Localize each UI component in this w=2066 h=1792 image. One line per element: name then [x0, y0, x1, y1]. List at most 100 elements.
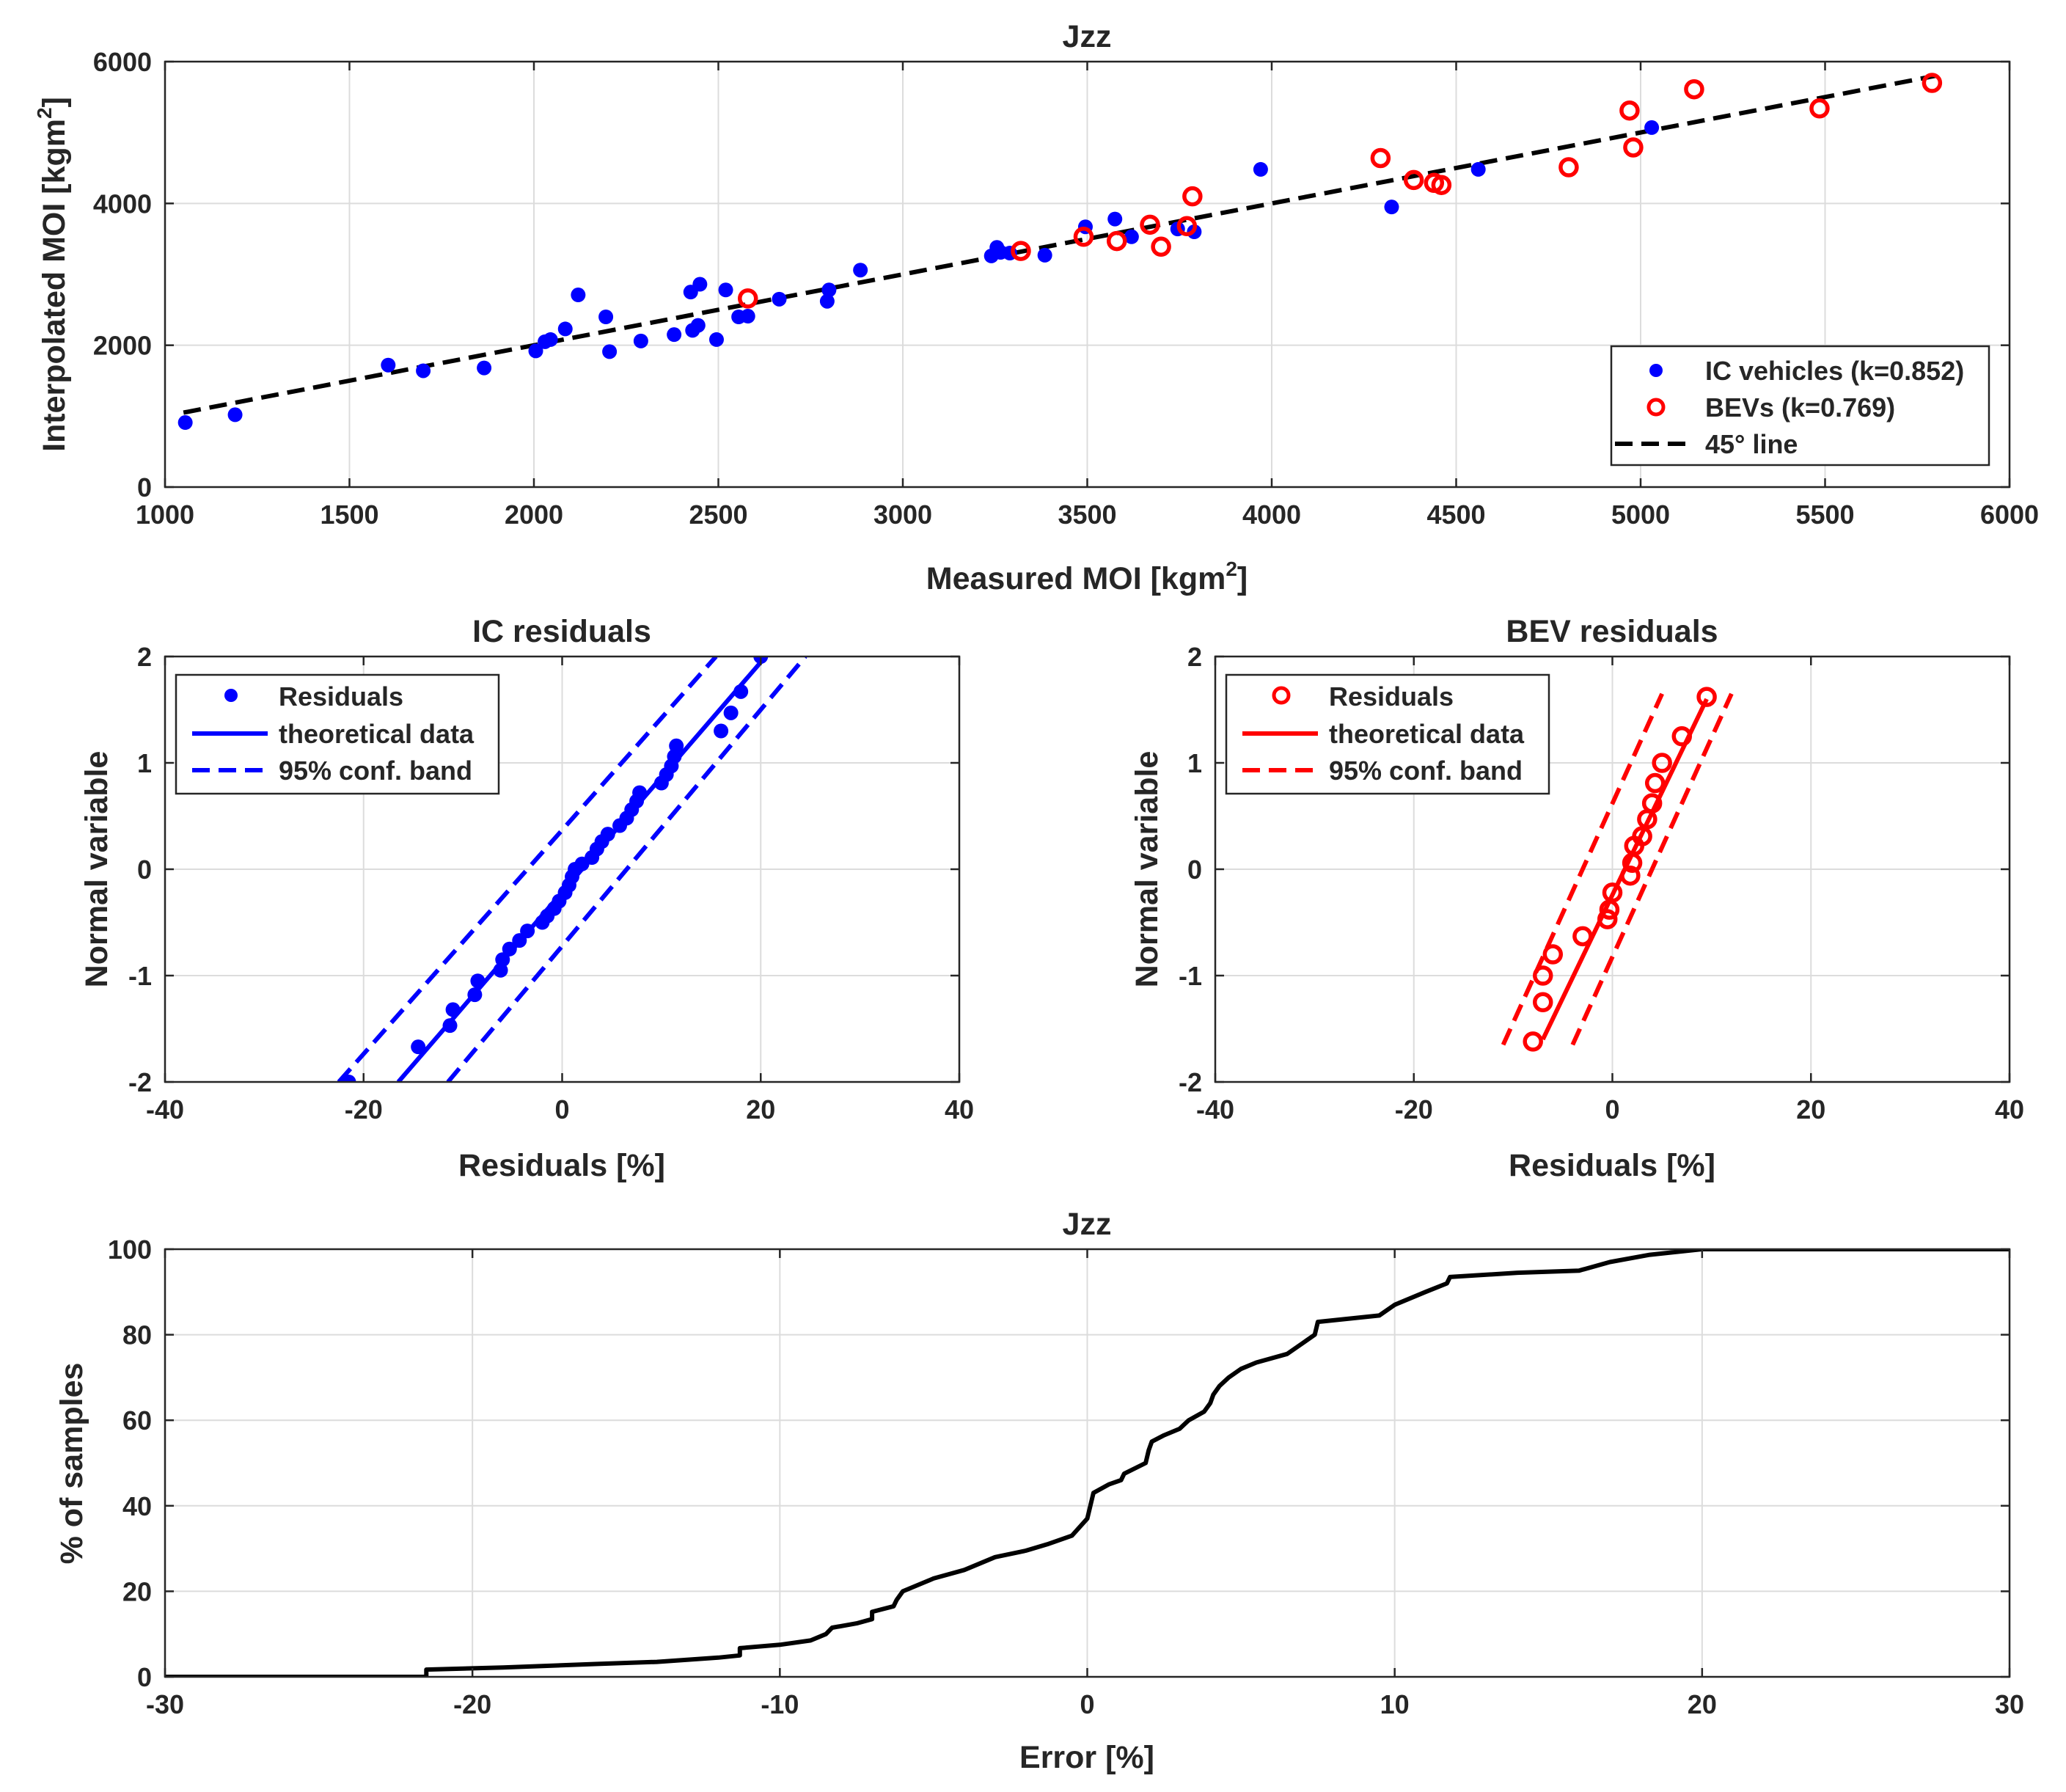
jzz-scatter-data-point [416, 363, 431, 378]
jzz-cdf-x-tick-label: -20 [453, 1689, 491, 1719]
bev-residuals-title: BEV residuals [1506, 614, 1718, 649]
jzz-scatter-data-point [1182, 186, 1203, 207]
bev-residuals-x-axis-label: Residuals [%] [1509, 1148, 1715, 1183]
jzz-scatter-data-point [819, 293, 835, 309]
jzz-scatter-data-point [381, 357, 396, 373]
bev-residuals-x-tick-label: 40 [1995, 1094, 2024, 1124]
jzz-scatter-data-point [1140, 214, 1160, 235]
ic-legend-residuals-label: Residuals [279, 681, 403, 712]
ic-residuals-data-point [445, 1002, 461, 1017]
bev-residuals-series-line [1501, 692, 1664, 1046]
jzz-cdf-x-tick-label: 20 [1688, 1689, 1717, 1719]
ic-legend-residuals-marker [224, 689, 238, 702]
jzz-cdf-y-tick-label: 0 [137, 1662, 152, 1692]
legend-ic-vehicles-marker [1649, 364, 1663, 377]
jzz-scatter-data-point [1370, 147, 1391, 169]
bev-residuals-x-tick-label: 20 [1796, 1094, 1825, 1124]
legend-45-line-label: 45° line [1705, 429, 1798, 459]
bev-residuals-data-point [1532, 992, 1553, 1012]
jzz-scatter-data-point [772, 291, 787, 307]
ic-residuals-data-point [632, 785, 648, 800]
bev-residuals-ticks: -40 -20 0 20 40 -2 -1 0 1 2 [1179, 642, 2024, 1124]
legend-bevs-marker [1646, 398, 1666, 417]
jzz-cdf-ticks: -30 -20 -10 0 10 20 30 0 20 40 60 80 100 [108, 1235, 2024, 1719]
jzz-scatter-data-point [1403, 169, 1424, 191]
bev-residuals-y-tick-label: -1 [1179, 961, 1202, 991]
bev-residuals-data-point [1532, 965, 1553, 986]
jzz-scatter-y-tick-label: 0 [137, 472, 152, 502]
bev-residuals-data-point [1572, 926, 1593, 947]
ic-residuals-x-axis-label: Residuals [%] [458, 1148, 665, 1183]
jzz-scatter-data-point [1037, 247, 1052, 263]
jzz-scatter-data-point [1644, 120, 1660, 135]
jzz-scatter-x-tick-label: 5500 [1795, 500, 1854, 530]
jzz-scatter-data-point [1431, 175, 1452, 195]
ic-legend-confband-label: 95% conf. band [279, 756, 472, 786]
jzz-cdf-y-tick-label: 100 [108, 1235, 152, 1265]
bev-residuals-y-tick-label: 1 [1187, 748, 1202, 778]
ic-residuals-data-point [669, 738, 684, 753]
jzz-scatter-y-tick-label: 6000 [93, 47, 152, 77]
jzz-scatter-data-point [528, 343, 543, 359]
ic-residuals-data [337, 657, 807, 1082]
jzz-scatter-data-point [821, 282, 837, 298]
bev-legend-residuals-marker [1272, 686, 1291, 705]
bev-residuals-x-tick-label: 0 [1605, 1094, 1619, 1124]
jzz-scatter-data-point [598, 310, 614, 324]
bev-legend-confband-label: 95% conf. band [1329, 756, 1523, 786]
jzz-scatter-y-tick-label: 2000 [93, 331, 152, 361]
ic-residuals-data-point [470, 973, 486, 989]
jzz-scatter-y-axis-label: Interpolated MOI [kgm2] [33, 97, 72, 452]
jzz-scatter-series-line [183, 73, 1936, 415]
jzz-scatter-data-point [740, 309, 755, 324]
ic-residuals-data-point [442, 1018, 458, 1034]
bev-residuals-y-axis-label: Normal variable [1129, 751, 1165, 988]
bev-legend-theoretical-label: theoretical data [1329, 719, 1525, 749]
bev-residuals-x-tick-label: -40 [1196, 1094, 1234, 1124]
jzz-cdf-x-axis-label: Error [%] [1019, 1740, 1154, 1775]
jzz-scatter-data-point [1558, 157, 1579, 178]
bev-legend-residuals-label: Residuals [1329, 681, 1454, 712]
ic-residuals-x-tick-label: 0 [554, 1094, 569, 1124]
legend-bevs-label: BEVs (k=0.769) [1705, 392, 1895, 423]
jzz-scatter-data-point [1011, 241, 1031, 261]
ic-residuals-y-tick-label: -1 [128, 961, 152, 991]
jzz-scatter-data-point [177, 415, 193, 431]
jzz-scatter-x-axis-label: Measured MOI [kgm2] [926, 557, 1248, 596]
jzz-scatter-x-tick-label: 1000 [136, 500, 194, 530]
jzz-cdf-panel: -30 -20 -10 0 10 20 30 0 20 40 60 80 100 Jzz Error [… [54, 1207, 2024, 1775]
ic-residuals-ticks: -40 -20 0 20 40 -2 -1 0 1 2 [128, 642, 974, 1124]
jzz-scatter-data-point [690, 318, 706, 333]
jzz-scatter-data-point [1809, 98, 1830, 119]
jzz-scatter-data-point [1176, 216, 1198, 237]
jzz-scatter-data-point [571, 288, 586, 303]
jzz-cdf-x-tick-label: 30 [1995, 1689, 2024, 1719]
ic-residuals-data-point [520, 924, 535, 939]
jzz-scatter-data-point [1623, 137, 1644, 158]
ic-residuals-data-point [502, 941, 517, 957]
ic-residuals-legend: Residuals theoretical data 95% conf. ban… [175, 673, 500, 795]
bev-residuals-legend: Residuals theoretical data 95% conf. ban… [1225, 673, 1550, 795]
jzz-cdf-y-tick-label: 60 [122, 1405, 152, 1436]
jzz-scatter-data-point [602, 344, 618, 359]
ic-residuals-data-point [341, 1075, 356, 1082]
bev-residuals-data-point [1620, 865, 1641, 886]
ic-residuals-data-point [714, 723, 729, 739]
jzz-scatter-ticks: 1000 1500 2000 2500 3000 3500 4000 4500 5000 5500… [93, 47, 2039, 530]
jzz-scatter-data-point [1619, 100, 1640, 121]
bev-residuals-data-point [1644, 772, 1666, 794]
jzz-cdf-grid [164, 1248, 2010, 1678]
ic-residuals-series-line [337, 657, 718, 1082]
ic-residuals-x-tick-label: -40 [146, 1094, 184, 1124]
bev-residuals-data-point [1632, 826, 1652, 846]
bev-residuals-y-tick-label: 2 [1187, 642, 1202, 672]
ic-residuals-y-tick-label: -2 [128, 1067, 152, 1097]
jzz-scatter-data-point [1073, 227, 1094, 247]
jzz-scatter-data-point [1684, 78, 1704, 100]
jzz-cdf-data [165, 1249, 2010, 1677]
jzz-scatter-data-point [1922, 73, 1943, 93]
jzz-scatter-x-tick-label: 4500 [1426, 500, 1485, 530]
bev-residuals-data [1501, 687, 1734, 1052]
jzz-scatter-data-point [1106, 230, 1127, 252]
ic-residuals-x-tick-label: 20 [746, 1094, 775, 1124]
